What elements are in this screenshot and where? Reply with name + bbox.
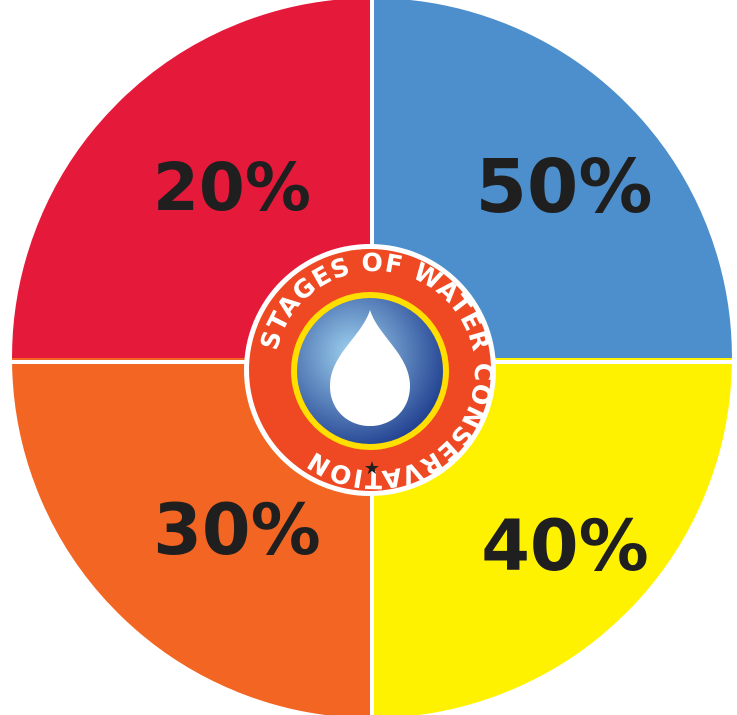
water-drop-icon	[330, 310, 410, 426]
badge-star-icon: ★	[364, 458, 380, 479]
conservation-badge: STAGES OF WATER CONSERVATION ★	[244, 244, 497, 496]
outer-border	[6, 0, 737, 715]
label-bottom-right: 40%	[481, 505, 649, 587]
label-top-left: 20%	[153, 149, 311, 226]
label-top-right: 50%	[475, 144, 652, 230]
quadrant-top-left	[9, 0, 372, 358]
label-bottom-left: 30%	[153, 489, 321, 571]
quadrant-top-right	[372, 0, 735, 358]
